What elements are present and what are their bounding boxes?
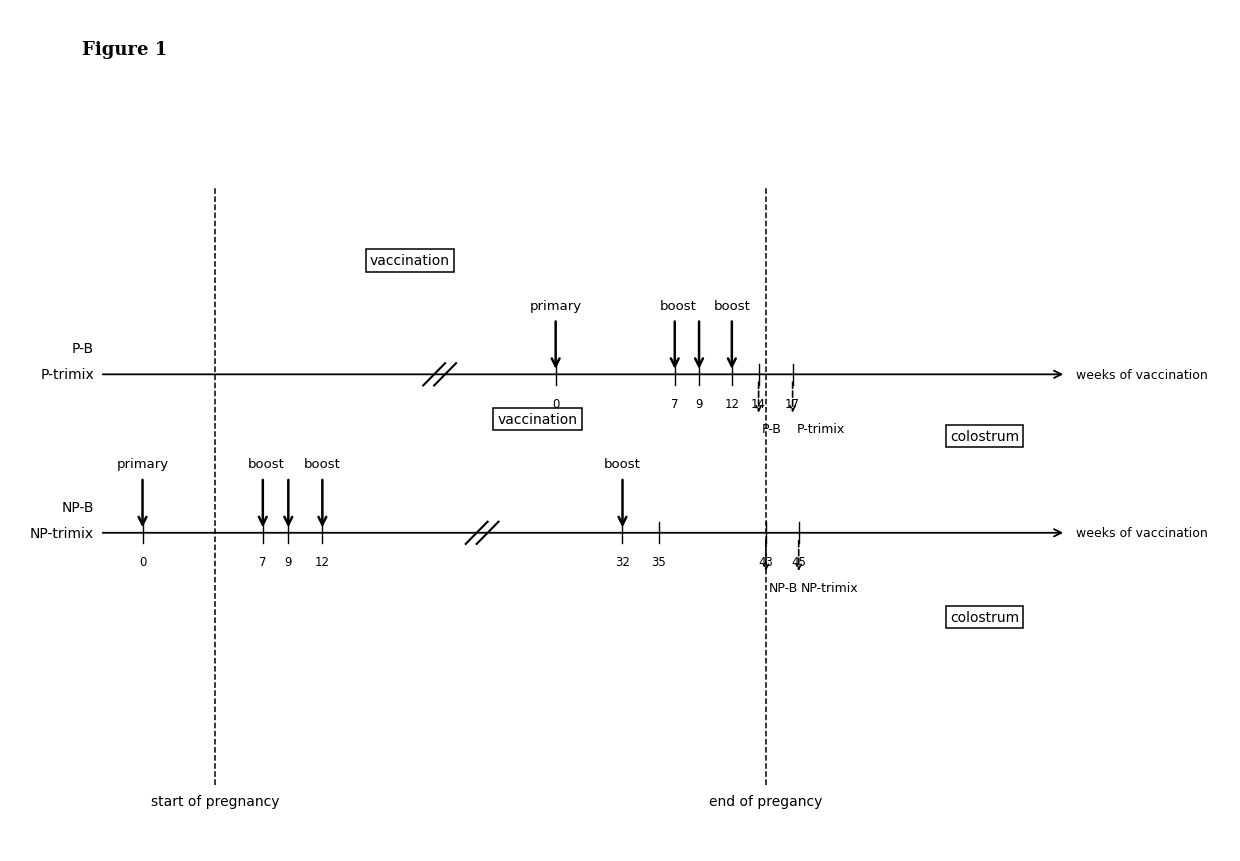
Text: vaccination: vaccination [497, 412, 578, 426]
Text: 7: 7 [259, 555, 267, 568]
Text: 35: 35 [651, 555, 666, 568]
Text: 0: 0 [552, 397, 559, 410]
Text: boost: boost [304, 458, 341, 471]
Text: 14: 14 [751, 397, 766, 410]
Text: vaccination: vaccination [370, 254, 450, 268]
Text: NP-B: NP-B [769, 581, 797, 594]
Text: colostrum: colostrum [950, 430, 1019, 443]
Text: weeks of vaccination: weeks of vaccination [1076, 369, 1208, 381]
Text: P-B: P-B [763, 423, 782, 436]
Text: primary: primary [117, 458, 169, 471]
Text: 32: 32 [615, 555, 630, 568]
Text: Figure 1: Figure 1 [82, 41, 167, 59]
Text: weeks of vaccination: weeks of vaccination [1076, 527, 1208, 540]
Text: 9: 9 [696, 397, 703, 410]
Text: NP-B: NP-B [62, 500, 94, 514]
Text: boost: boost [713, 300, 750, 313]
Text: 17: 17 [785, 397, 800, 410]
Text: primary: primary [529, 300, 582, 313]
Text: P-B: P-B [72, 342, 94, 356]
Text: 9: 9 [285, 555, 293, 568]
Text: boost: boost [604, 458, 641, 471]
Text: 43: 43 [759, 555, 774, 568]
Text: P-trimix: P-trimix [796, 423, 844, 436]
Text: 45: 45 [791, 555, 806, 568]
Text: 0: 0 [139, 555, 146, 568]
Text: 12: 12 [724, 397, 739, 410]
Text: NP-trimix: NP-trimix [801, 581, 859, 594]
Text: end of pregancy: end of pregancy [709, 794, 822, 808]
Text: 7: 7 [671, 397, 678, 410]
Text: P-trimix: P-trimix [40, 368, 94, 382]
Text: NP-trimix: NP-trimix [30, 526, 94, 540]
Text: boost: boost [248, 458, 285, 471]
Text: start of pregnancy: start of pregnancy [151, 794, 280, 808]
Text: 12: 12 [315, 555, 330, 568]
Text: boost: boost [660, 300, 697, 313]
Text: colostrum: colostrum [950, 610, 1019, 624]
